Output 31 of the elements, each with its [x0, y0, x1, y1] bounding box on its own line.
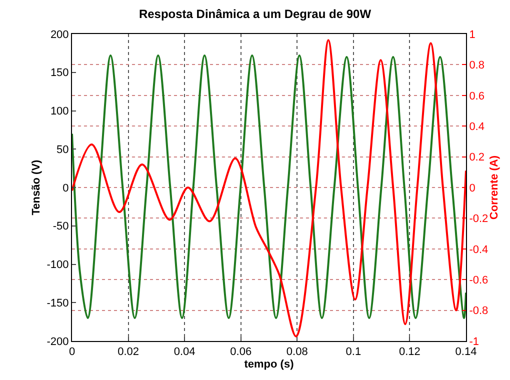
- x-tick-label: 0.12: [399, 346, 420, 358]
- y-tick-label: -200: [46, 336, 69, 348]
- y2-axis-title: Corrente (A): [488, 155, 500, 220]
- y-axis-title: Tensão (V): [30, 159, 42, 216]
- y2-tick-label: -0.6: [469, 274, 488, 286]
- x-axis-title: tempo (s): [244, 358, 294, 370]
- x-tick-label: 0.02: [118, 346, 139, 358]
- x-tick-label: 0.08: [286, 346, 308, 358]
- y-tick-label: 150: [50, 67, 69, 80]
- y2-tick-label: 0.8: [469, 60, 484, 72]
- chart-title: Resposta Dinâmica a um Degrau de 90W: [138, 6, 372, 21]
- x-tick-label: 0.1: [346, 346, 362, 358]
- y2-tick-label: 0: [469, 182, 476, 194]
- y2-tick-label: 0.4: [469, 120, 484, 133]
- y2-tick-label: -0.8: [469, 305, 488, 318]
- y2-tick-label: -1: [469, 336, 479, 348]
- x-tick-label: 0.06: [230, 346, 252, 358]
- y-tick-label: -100: [46, 259, 69, 272]
- y-tick-label: -50: [52, 220, 69, 233]
- y2-tick-label: -0.2: [469, 213, 488, 226]
- y-tick-label: 50: [56, 144, 69, 156]
- y-tick-label: -150: [46, 297, 69, 310]
- x-tick-label: 0.14: [455, 346, 477, 358]
- y-tick-label: 200: [50, 28, 69, 41]
- y-tick-label: 100: [50, 106, 69, 118]
- y2-tick-label: 0.6: [469, 90, 484, 102]
- x-tick-label: 0.04: [174, 346, 196, 358]
- y-tick-label: 0: [62, 182, 69, 194]
- y2-tick-label: -0.4: [469, 244, 488, 256]
- y2-tick-label: 0.2: [469, 152, 484, 164]
- y2-tick-label: 1: [469, 28, 476, 41]
